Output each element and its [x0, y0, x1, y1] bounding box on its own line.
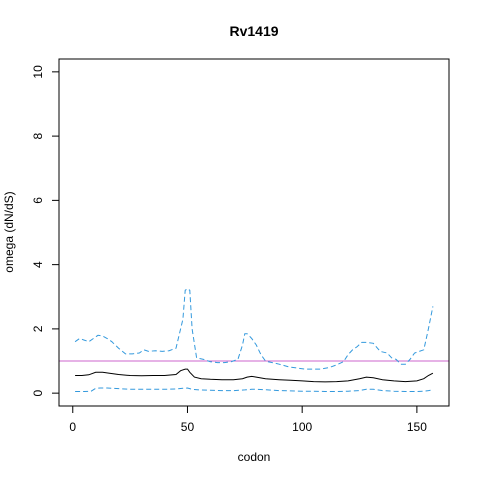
y-tick-label: 2 [31, 325, 45, 332]
series-line-lower [75, 387, 433, 392]
x-tick-label: 100 [292, 420, 312, 434]
y-axis: 0 2 4 6 8 10 [31, 65, 60, 396]
y-tick-label: 6 [31, 197, 45, 204]
x-axis: 0 50 100 150 [69, 405, 427, 434]
plot-area [59, 288, 449, 392]
y-tick-label: 8 [31, 132, 45, 139]
y-tick-label: 0 [31, 389, 45, 396]
x-tick-label: 150 [407, 420, 427, 434]
x-axis-title: codon [238, 450, 271, 464]
x-tick-label: 0 [69, 420, 76, 434]
series-line-upper [74, 288, 434, 370]
x-tick-label: 50 [181, 420, 195, 434]
y-tick-label: 10 [31, 65, 45, 79]
y-axis-title: omega (dN/dS) [2, 191, 16, 272]
series-line-mean [75, 368, 434, 383]
chart-title: Rv1419 [229, 23, 278, 39]
y-tick-label: 4 [31, 261, 45, 268]
